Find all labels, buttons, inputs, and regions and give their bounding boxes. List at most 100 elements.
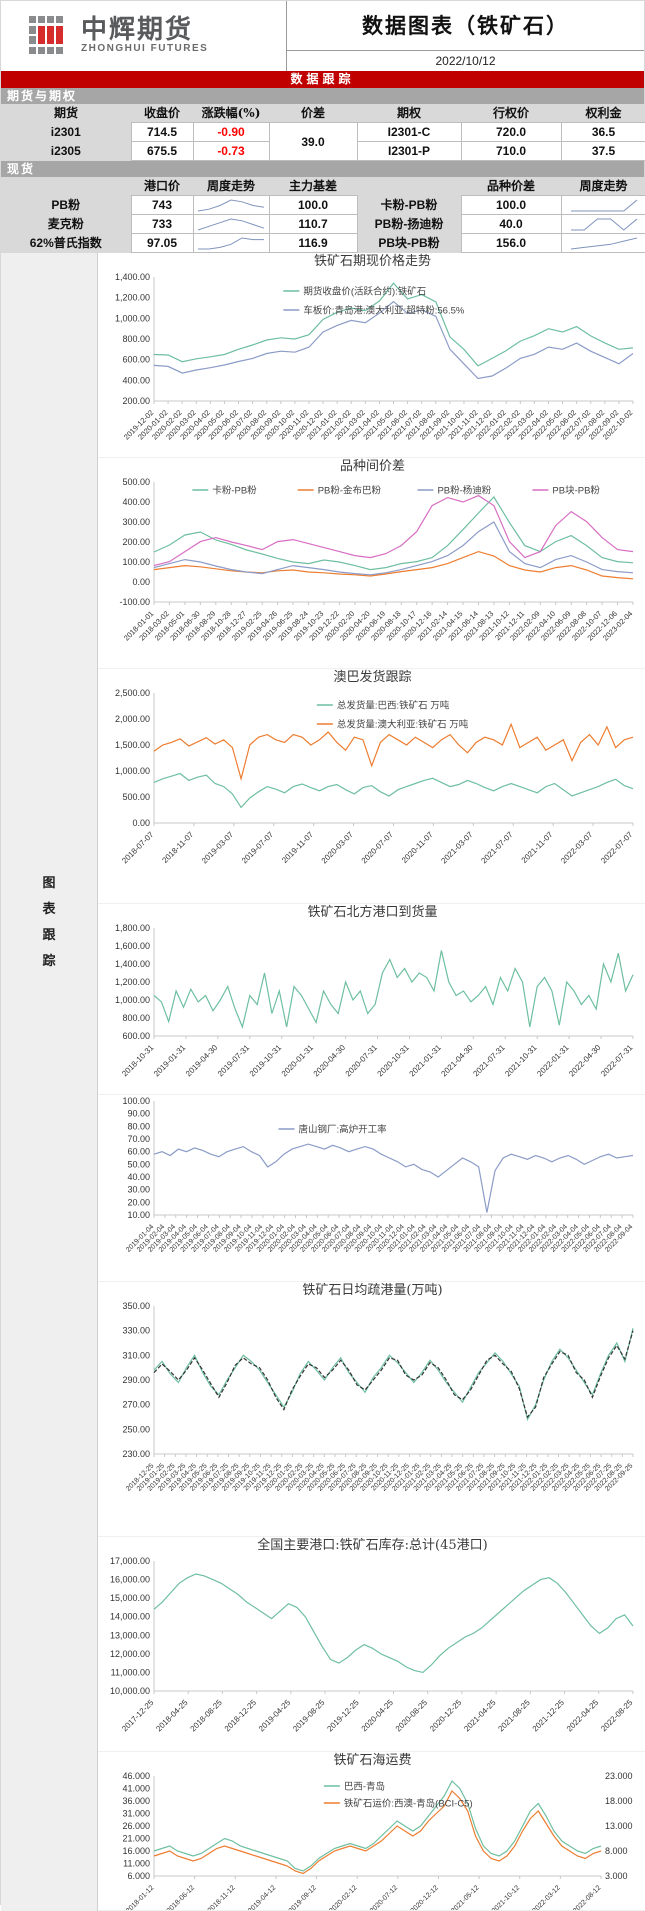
svg-text:2022-04-30: 2022-04-30 <box>567 1043 603 1079</box>
sparkline-chart <box>570 218 637 231</box>
spot-header-row: 港口价 周度走势 主力基差 品种价差 周度走势 <box>1 177 645 196</box>
premium-value: 37.5 <box>560 141 645 161</box>
chart-title: 铁矿石海运费 <box>333 1753 412 1768</box>
spot-section-label: 现货 <box>1 161 644 177</box>
svg-text:2022-04-25: 2022-04-25 <box>565 1698 601 1734</box>
svg-text:2018-04-25: 2018-04-25 <box>154 1698 190 1734</box>
svg-text:15,000.00: 15,000.00 <box>110 1593 150 1603</box>
sparkline-chart <box>570 199 637 211</box>
chart-daily-port-throughput: 铁矿石日均疏港量(万吨) 350.00 330.00 310.00 290.00 270… <box>98 1282 645 1537</box>
weekly-trend-sparkline <box>560 214 645 234</box>
svg-text:2021-04-30: 2021-04-30 <box>439 1043 475 1079</box>
chart-tracking-vertical-label: 图表跟踪 <box>42 876 56 969</box>
spot-name: 62%普氏指数 <box>29 236 102 250</box>
charts-region: 图表跟踪 铁矿石期现价格走势 1,400.00 1,200.00 1,000.00 8… <box>1 253 645 1911</box>
chart-north-port-arrivals: 铁矿石北方港口到货量 1,800.00 1,600.00 1,400.00 1,200… <box>98 904 645 1095</box>
svg-text:PB粉-金布巴粉: PB粉-金布巴粉 <box>318 485 382 497</box>
svg-text:2019-04-30: 2019-04-30 <box>184 1043 220 1079</box>
svg-text:80.00: 80.00 <box>127 1121 150 1131</box>
svg-text:2021-12-25: 2021-12-25 <box>531 1698 567 1734</box>
svg-text:2020-04-30: 2020-04-30 <box>312 1043 348 1079</box>
port-price-value: 97.05 <box>130 233 194 253</box>
weekly-trend-sparkline <box>560 233 645 253</box>
chart-sea-freight: 铁矿石海运费 46.000 41.000 36.000 31.000 26.000 21.… <box>98 1752 645 1911</box>
title-block: 数据图表（铁矿石） 2022/10/12 <box>286 1 644 71</box>
svg-text:1,200.00: 1,200.00 <box>115 977 150 987</box>
weekly-trend-sparkline <box>560 195 645 215</box>
svg-text:1,000.00: 1,000.00 <box>115 995 150 1005</box>
svg-text:2020-11-07: 2020-11-07 <box>400 830 435 865</box>
svg-text:11,000.00: 11,000.00 <box>111 1667 150 1677</box>
svg-text:2018-08-25: 2018-08-25 <box>189 1698 225 1734</box>
svg-text:2020-10-31: 2020-10-31 <box>376 1043 412 1079</box>
svg-text:1,000.00: 1,000.00 <box>115 313 150 323</box>
sparkline-chart <box>197 198 265 211</box>
svg-text:车板价:青岛港:澳大利亚:超特粉:56.5%: 车板价:青岛港:澳大利亚:超特粉:56.5% <box>303 305 465 317</box>
weekly-trend-sparkline <box>192 214 270 234</box>
sparkline-chart <box>198 236 264 249</box>
svg-text:2020-01-31: 2020-01-31 <box>280 1043 316 1079</box>
svg-text:2022-03-12: 2022-03-12 <box>532 1884 562 1910</box>
svg-text:2022-08-12: 2022-08-12 <box>572 1884 602 1910</box>
svg-text:期货收盘价(活跃合约):铁矿石: 期货收盘价(活跃合约):铁矿石 <box>303 286 426 298</box>
sparkline-chart <box>570 237 637 249</box>
svg-text:2020-07-31: 2020-07-31 <box>344 1043 380 1079</box>
pair-spread-value: 100.0 <box>460 195 562 215</box>
chart-tracking-sidebar: 图表跟踪 <box>1 253 98 1911</box>
col-change: 涨跌幅(%) <box>201 106 261 120</box>
svg-text:2021-04-25: 2021-04-25 <box>462 1698 498 1734</box>
svg-text:2021-07-07: 2021-07-07 <box>479 830 515 866</box>
logo-en-text: ZHONGHUI FUTURES <box>81 43 209 54</box>
svg-text:2022-08-25: 2022-08-25 <box>599 1698 635 1734</box>
change-value: -0.90 <box>192 122 270 142</box>
svg-text:2020-04-25: 2020-04-25 <box>360 1698 396 1734</box>
svg-text:2017-12-25: 2017-12-25 <box>120 1698 156 1734</box>
col-weekly-trend2: 周度走势 <box>579 179 628 193</box>
futures-options-section-label: 期货与期权 <box>1 88 644 104</box>
svg-text:2020-12-25: 2020-12-25 <box>428 1698 464 1734</box>
svg-text:2021-01-31: 2021-01-31 <box>408 1043 444 1079</box>
svg-text:11.000: 11.000 <box>123 1859 150 1869</box>
svg-text:1,400.00: 1,400.00 <box>115 959 150 969</box>
svg-text:2018-01-12: 2018-01-12 <box>125 1884 155 1910</box>
svg-text:总发货量:澳大利亚:铁矿石 万吨: 总发货量:澳大利亚:铁矿石 万吨 <box>337 719 469 731</box>
svg-text:2019-04-12: 2019-04-12 <box>247 1884 277 1910</box>
svg-text:230.00: 230.00 <box>122 1449 150 1459</box>
svg-text:2021-08-25: 2021-08-25 <box>496 1698 532 1734</box>
basis-value: 100.0 <box>268 195 358 215</box>
svg-text:350.00: 350.00 <box>122 1301 150 1311</box>
contract-name: i2305 <box>50 144 81 158</box>
svg-text:13.000: 13.000 <box>605 1821 633 1831</box>
svg-text:1,400.00: 1,400.00 <box>115 272 150 282</box>
line-chart: 1,400.00 1,200.00 1,000.00 800.00 600.00 400.… <box>98 271 645 457</box>
col-port-price: 港口价 <box>143 179 180 193</box>
table-row: PB粉 743 100.0 卡粉-PB粉 100.0 <box>1 195 645 215</box>
svg-text:2020-03-07: 2020-03-07 <box>320 830 356 866</box>
svg-text:0.00: 0.00 <box>132 577 150 587</box>
futures-header-row: 期货 收盘价 涨跌幅(%) 价差 期权 行权价 权利金 <box>1 104 645 123</box>
svg-text:270.00: 270.00 <box>122 1400 150 1410</box>
svg-text:2019-07-31: 2019-07-31 <box>216 1043 252 1079</box>
futures-options-table: 期货 收盘价 涨跌幅(%) 价差 期权 行权价 权利金 i2301 714.5 … <box>1 104 645 161</box>
svg-text:36.000: 36.000 <box>122 1796 150 1806</box>
table-row: 62%普氏指数 97.05 116.9 PB块-PB粉 156.0 <box>1 233 645 253</box>
close-value: 714.5 <box>130 122 194 142</box>
svg-text:60.00: 60.00 <box>127 1147 150 1157</box>
svg-text:PB块-PB粉: PB块-PB粉 <box>552 485 600 497</box>
svg-text:600.00: 600.00 <box>122 355 150 365</box>
basis-value: 116.9 <box>268 233 358 253</box>
charts-column: 铁矿石期现价格走势 1,400.00 1,200.00 1,000.00 800.00… <box>98 253 645 1911</box>
svg-text:800.00: 800.00 <box>122 334 150 344</box>
line-chart: 500.00 400.00 300.00 200.00 100.00 0.00 -100.0… <box>98 476 645 668</box>
weekly-trend-sparkline <box>192 233 270 253</box>
line-chart: 46.000 41.000 36.000 31.000 26.000 21.000 16.0… <box>98 1770 645 1910</box>
page-title: 数据图表（铁矿石） <box>287 1 644 51</box>
svg-text:26.000: 26.000 <box>122 1821 150 1831</box>
svg-text:2019-09-12: 2019-09-12 <box>288 1884 318 1910</box>
svg-text:2020-08-25: 2020-08-25 <box>394 1698 430 1734</box>
svg-text:290.00: 290.00 <box>122 1375 150 1385</box>
svg-text:23.000: 23.000 <box>605 1771 633 1781</box>
svg-text:2021-05-12: 2021-05-12 <box>450 1884 480 1910</box>
data-tracking-banner: 数据跟踪 <box>1 71 644 88</box>
